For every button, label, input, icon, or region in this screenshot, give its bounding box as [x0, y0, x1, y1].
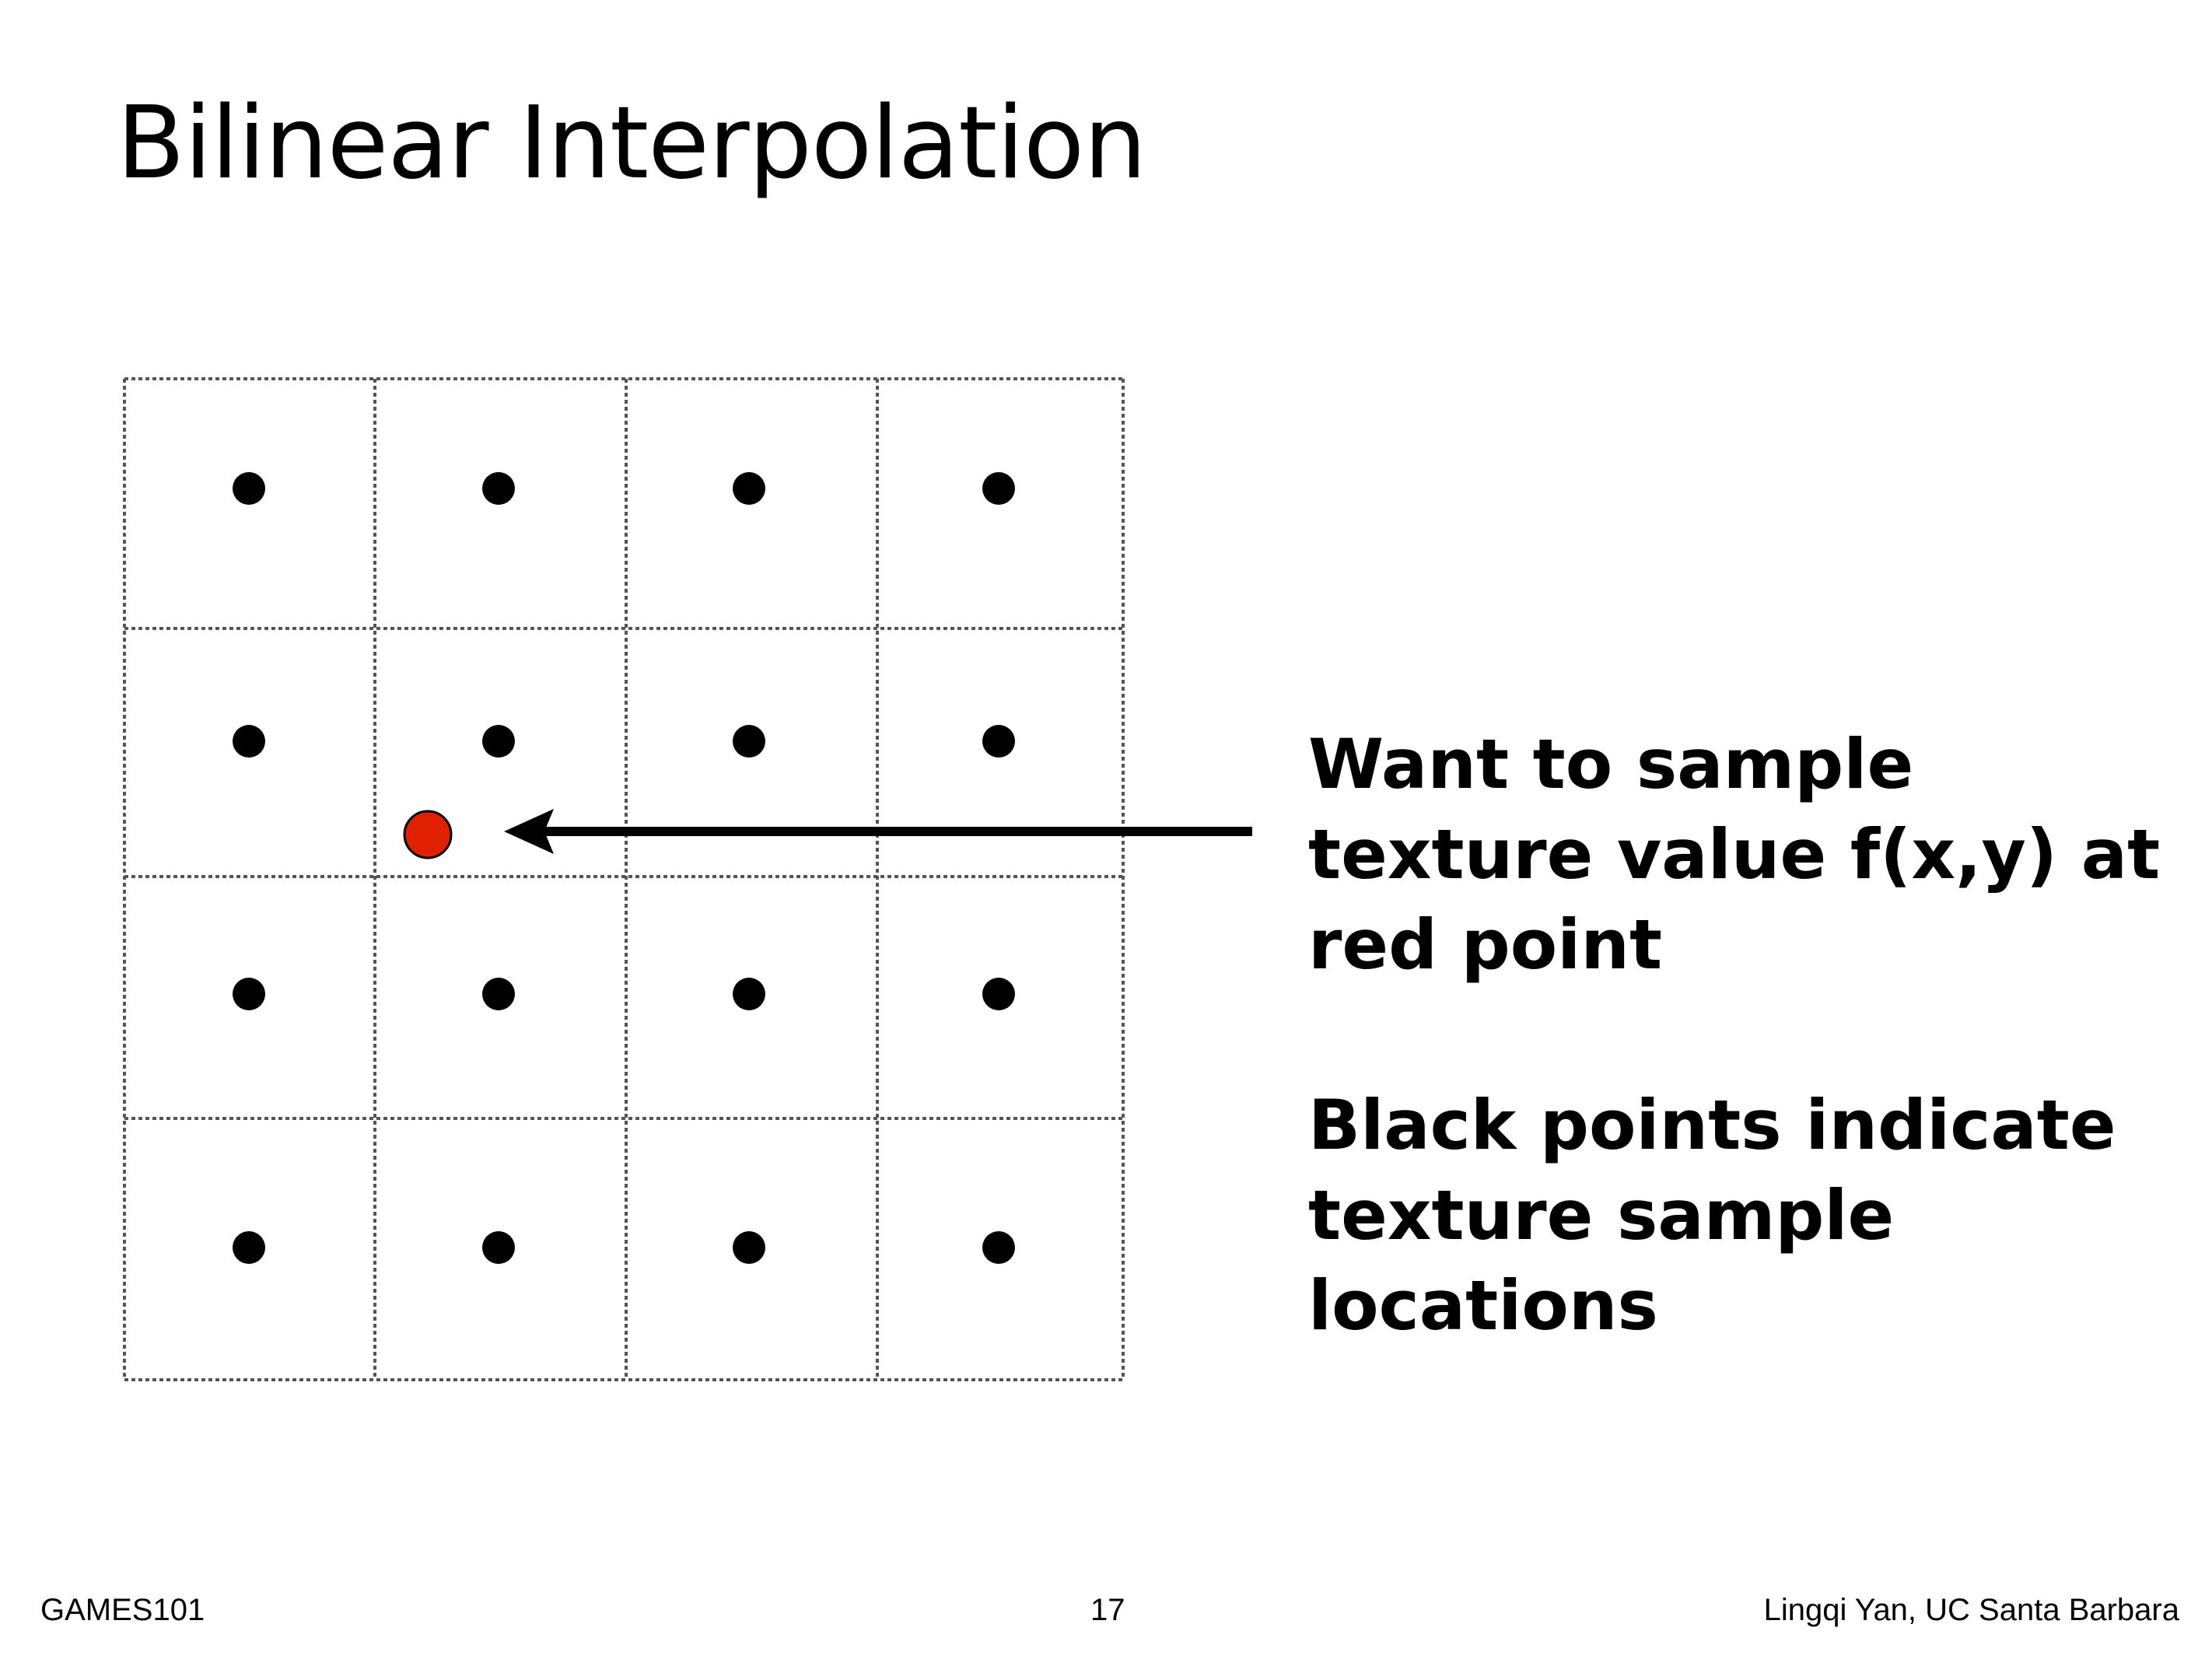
arrow-head: [504, 809, 554, 854]
texel-sample-point: [482, 1231, 515, 1264]
footer-author: Lingqi Yan, UC Santa Barbara: [1763, 1593, 2179, 1627]
query-red-point: [403, 810, 453, 859]
texel-sample-point: [233, 472, 265, 505]
note-red-point: Want to sample texture value f(x,y) at r…: [1308, 724, 2161, 985]
slide-title: Bilinear Interpolation: [117, 86, 1146, 201]
texel-sample-point: [482, 725, 515, 758]
texel-sample-point: [982, 1231, 1015, 1264]
texel-samples: [233, 472, 1015, 1264]
texel-sample-point: [733, 978, 765, 1010]
texel-sample-point: [482, 978, 515, 1010]
explanation-text: Want to sample texture value f(x,y) at r…: [1308, 719, 2179, 1351]
texel-sample-point: [233, 1231, 265, 1264]
texel-sample-point: [982, 978, 1015, 1010]
texel-sample-point: [982, 472, 1015, 505]
note-black-points: Black points indicate texture sample loc…: [1308, 1085, 2116, 1346]
pointer-arrow: [504, 809, 1252, 854]
texel-sample-point: [982, 725, 1015, 758]
texel-sample-point: [733, 1231, 765, 1264]
texel-grid: [123, 377, 1125, 1381]
footer-course: GAMES101: [40, 1593, 205, 1627]
texel-sample-point: [733, 472, 765, 505]
texel-sample-point: [482, 472, 515, 505]
texel-sample-point: [733, 725, 765, 758]
texel-sample-point: [233, 725, 265, 758]
footer-page-number: 17: [1090, 1593, 1125, 1627]
texel-sample-point: [233, 978, 265, 1010]
